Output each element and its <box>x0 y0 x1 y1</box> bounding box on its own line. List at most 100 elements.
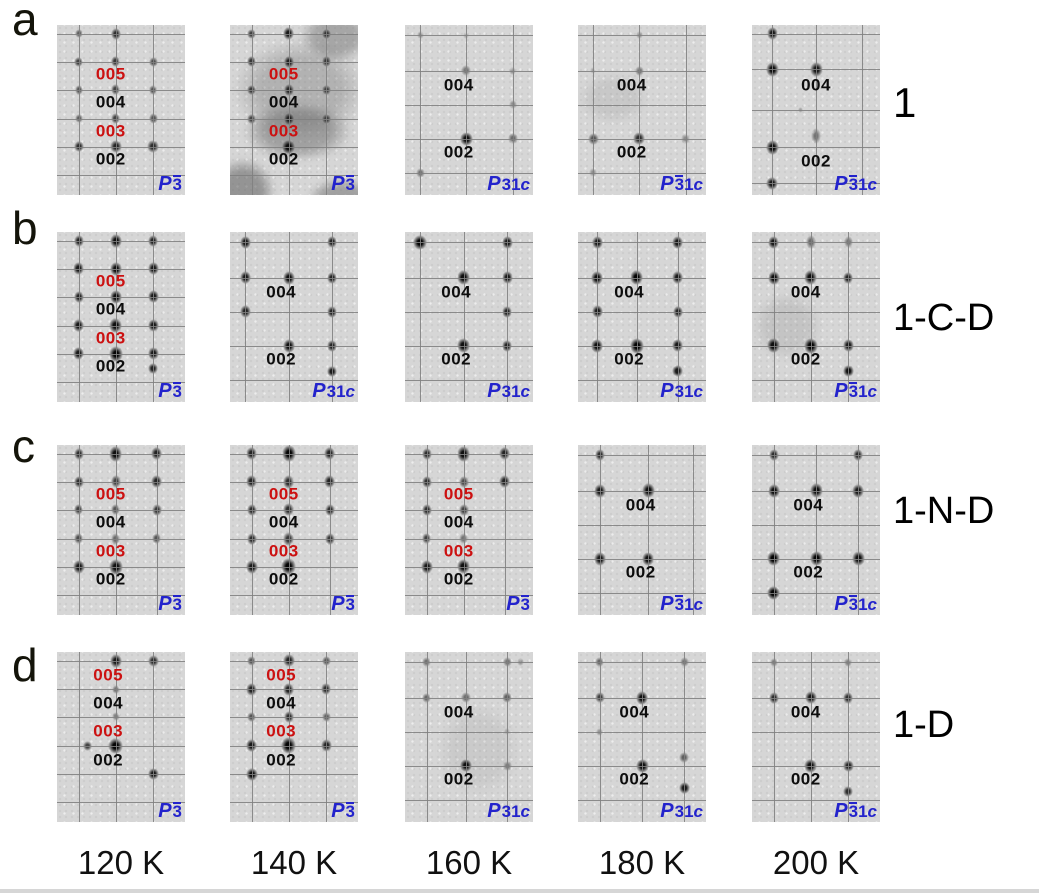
grid-line <box>57 326 185 327</box>
reflection-label: 002 <box>619 769 650 789</box>
grid-line <box>230 802 358 803</box>
diffraction-spot <box>111 712 120 722</box>
grid-line <box>466 25 467 195</box>
diffraction-spot <box>324 475 336 489</box>
reflection-label: 002 <box>95 356 126 376</box>
row-label-d: d <box>12 639 38 691</box>
grid-line <box>57 269 185 270</box>
diffraction-spot <box>420 559 433 574</box>
reflection-label: 004 <box>616 75 647 94</box>
grid-line <box>405 454 533 455</box>
diffraction-spot <box>767 483 780 498</box>
reflection-label: 005 <box>266 665 297 685</box>
grid-line <box>752 69 880 70</box>
space-group-label: P31c <box>834 593 877 615</box>
grid-line <box>752 800 880 801</box>
grid-line <box>405 800 533 801</box>
diffraction-spot <box>110 475 121 489</box>
diffraction-spot <box>111 84 121 96</box>
grid-line <box>642 652 643 822</box>
reflection-label: 005 <box>93 665 124 685</box>
reflection-label: 002 <box>93 750 124 770</box>
grid-line <box>230 661 358 662</box>
reflection-label: 004 <box>93 693 124 713</box>
grid-line <box>57 90 185 91</box>
diffraction-spot <box>111 113 121 124</box>
reflection-label: 002 <box>790 349 821 369</box>
grid-line <box>405 35 533 36</box>
grid-line <box>774 232 775 402</box>
diffraction-spot <box>509 66 517 75</box>
grid-line <box>774 652 775 822</box>
grid-line <box>289 445 290 615</box>
diffraction-panel: 004 002 P31c <box>578 652 706 822</box>
diffraction-panel: 004 002 P31c <box>752 232 880 402</box>
grid-line <box>505 445 506 615</box>
diffraction-spot <box>767 585 781 600</box>
diffraction-panel: 004 002 P31c <box>230 232 358 402</box>
grid-line <box>684 652 685 822</box>
grid-line <box>57 62 185 63</box>
grid-line <box>405 139 533 140</box>
grid-line <box>57 510 185 511</box>
space-group-label: P3 <box>331 800 355 822</box>
grid-line <box>230 346 358 347</box>
grid-line <box>230 689 358 690</box>
diffraction-spot <box>74 504 84 516</box>
grid-line <box>858 445 859 615</box>
reflection-label: 005 <box>95 484 126 504</box>
diffraction-spot <box>74 84 83 95</box>
grid-line <box>578 491 706 492</box>
diffraction-spot <box>283 55 294 68</box>
space-group-label: P31c <box>487 380 530 402</box>
grid-line <box>230 595 358 596</box>
diffraction-spot <box>630 270 644 286</box>
reflection-label: 004 <box>625 495 656 514</box>
grid-line <box>597 232 598 402</box>
space-group-label: P3 <box>158 800 182 822</box>
grid-line <box>686 25 687 195</box>
diffraction-spot <box>596 727 604 736</box>
grid-line <box>230 539 358 540</box>
diffraction-panel: 004 002 P31c <box>578 232 706 402</box>
temperature-label-200k: 200 K <box>772 844 860 881</box>
grid-line <box>230 312 358 313</box>
grid-line <box>230 510 358 511</box>
reflection-label: 004 <box>95 299 126 319</box>
space-group-label: P31c <box>487 173 530 195</box>
diffraction-panel: 004 002 P31c <box>405 25 533 195</box>
diffraction-spot <box>73 234 84 247</box>
grid-line <box>57 482 185 483</box>
grid-line <box>848 652 849 822</box>
grid-line <box>230 62 358 63</box>
grid-line <box>405 173 533 174</box>
diffraction-panel: 004 002 P31c <box>752 445 880 615</box>
grid-line <box>230 746 358 747</box>
diffraction-spot <box>803 337 818 354</box>
grid-line <box>578 593 706 594</box>
space-group-label: P31c <box>660 380 703 402</box>
grid-line <box>57 567 185 568</box>
row-label-a: a <box>12 0 38 45</box>
diffraction-spot <box>421 475 432 488</box>
space-group-label: P3 <box>506 593 530 615</box>
reflection-label: 002 <box>801 151 831 171</box>
grid-line <box>811 652 812 822</box>
diffraction-spot <box>283 112 294 125</box>
grid-line <box>752 662 880 663</box>
grid-line <box>79 25 80 195</box>
grid-line <box>57 297 185 298</box>
grid-line <box>464 232 465 402</box>
diffraction-spot <box>73 262 85 276</box>
grid-line <box>578 242 706 243</box>
diffraction-panel: 005 004 003 002 P3 <box>405 445 533 615</box>
grid-line <box>405 539 533 540</box>
diffraction-panel: 005 004 003 002 P3 <box>57 232 185 402</box>
grid-line <box>578 525 706 526</box>
grid-line <box>57 382 185 383</box>
diffraction-spot <box>83 740 93 751</box>
reflection-label: 002 <box>625 562 656 582</box>
diffraction-spot <box>672 365 684 378</box>
diffraction-spot <box>73 141 84 153</box>
